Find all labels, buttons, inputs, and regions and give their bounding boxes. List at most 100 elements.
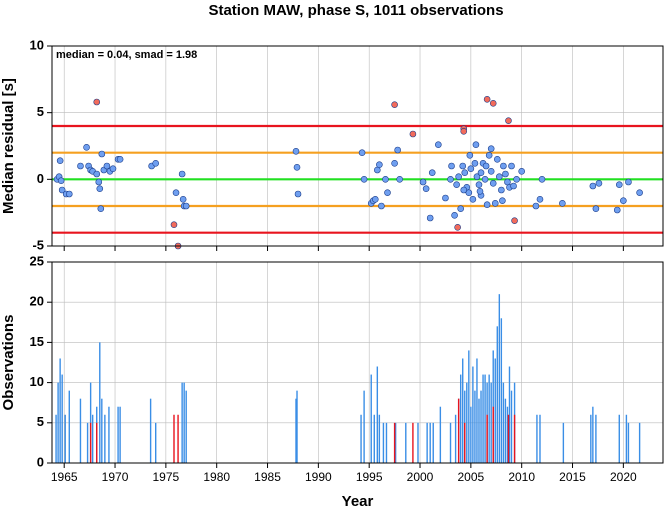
y-tick-label: 10 [30, 37, 44, 52]
bar [464, 422, 466, 463]
point [481, 176, 489, 183]
point [178, 170, 186, 178]
point [493, 156, 501, 163]
y-tick-label: 15 [30, 334, 44, 349]
point [447, 176, 454, 183]
point [559, 200, 566, 207]
x-tick-label: 1985 [254, 470, 281, 484]
bar [459, 374, 462, 463]
bar [64, 414, 66, 463]
bar [536, 414, 538, 463]
x-tick-label: 1990 [305, 470, 332, 484]
y-tick-label: -5 [32, 237, 44, 252]
point [499, 197, 506, 204]
point [467, 165, 475, 172]
bar [91, 414, 94, 463]
bar [101, 398, 103, 463]
bar [466, 382, 468, 463]
bar [412, 422, 414, 463]
point [57, 177, 65, 184]
bar [417, 422, 419, 463]
point [475, 181, 483, 188]
bar [149, 398, 152, 463]
y-tick-label: 20 [30, 294, 44, 309]
bar [68, 390, 70, 463]
bar [96, 422, 98, 463]
bar [394, 422, 397, 463]
point [465, 189, 473, 196]
bar [439, 406, 442, 463]
bar [173, 414, 175, 463]
bar [592, 406, 594, 463]
y-tick-label: 5 [37, 414, 44, 429]
point [371, 196, 379, 203]
point [459, 162, 467, 170]
bar [562, 422, 565, 463]
point [65, 190, 73, 198]
chart-title: Station MAW, phase S, 1011 observations [208, 2, 503, 19]
point [109, 165, 117, 172]
point [457, 205, 464, 212]
point [93, 170, 101, 178]
bar [468, 350, 470, 463]
bar [492, 406, 494, 463]
bar [86, 422, 89, 463]
point [510, 182, 517, 190]
point [532, 202, 540, 210]
point [455, 173, 462, 180]
point [435, 141, 442, 148]
y-tick-label: 0 [37, 171, 44, 186]
point [473, 173, 481, 180]
y-axis-label: Median residual [s] [0, 78, 17, 214]
point [461, 169, 469, 176]
point [615, 181, 623, 188]
bar [393, 422, 396, 463]
bar [504, 398, 507, 463]
bar [183, 382, 185, 463]
bar [89, 422, 92, 463]
point [448, 162, 455, 170]
bar [510, 390, 513, 463]
point [422, 185, 430, 192]
point [56, 157, 64, 164]
bar [470, 406, 472, 463]
point [451, 212, 458, 219]
point [469, 196, 477, 203]
point [396, 176, 403, 183]
point [103, 162, 111, 170]
bar [376, 366, 379, 463]
x-axis-label: Year [342, 493, 374, 510]
bar [373, 414, 375, 463]
bar [506, 406, 509, 463]
point [97, 205, 105, 212]
bar [429, 422, 431, 463]
bar [618, 414, 620, 463]
x-tick-label: 1965 [51, 470, 78, 484]
point [98, 150, 106, 158]
bar [99, 342, 101, 463]
point [487, 145, 495, 152]
bar [590, 414, 592, 463]
x-tick-label: 1970 [102, 470, 129, 484]
bar [405, 422, 407, 463]
bar [55, 414, 57, 463]
bar [539, 414, 541, 463]
point [426, 214, 434, 222]
point [483, 96, 491, 103]
point [384, 189, 391, 196]
y-tick-label: 5 [37, 104, 44, 119]
bar [474, 390, 476, 463]
bar [513, 414, 516, 463]
point [292, 148, 300, 155]
point [472, 141, 480, 148]
bar [478, 398, 480, 463]
point [476, 188, 484, 195]
point [460, 186, 468, 194]
bar [295, 398, 297, 463]
point [358, 149, 366, 156]
point [595, 180, 603, 187]
point [376, 161, 383, 168]
point [466, 152, 474, 159]
bar [476, 358, 478, 463]
